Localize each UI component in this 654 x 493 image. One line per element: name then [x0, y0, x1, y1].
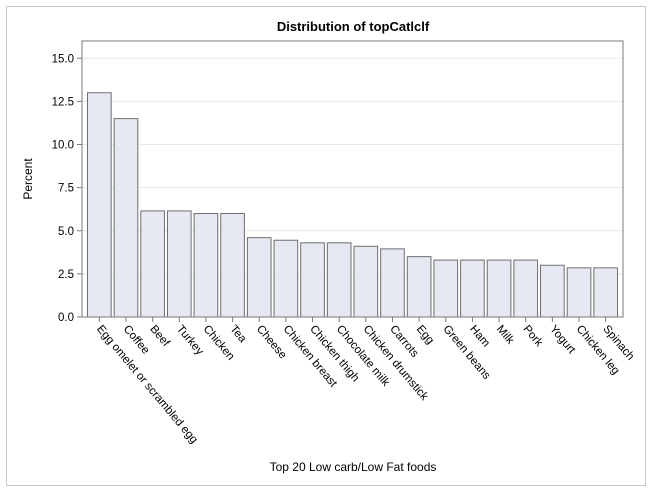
- bar: [326, 242, 352, 318]
- bar: [486, 259, 512, 318]
- x-tick-label: Egg: [414, 323, 436, 346]
- bar: [193, 213, 219, 318]
- bar: [300, 242, 325, 318]
- bar: [540, 264, 565, 318]
- x-axis-label: Top 20 Low carb/Low Fat foods: [270, 460, 437, 474]
- bar: [166, 210, 192, 318]
- y-tick-label: 2.5: [58, 269, 74, 281]
- bar: [273, 239, 299, 318]
- y-tick-label: 7.5: [58, 183, 74, 195]
- bar: [566, 267, 592, 318]
- x-tick-label: Beef: [147, 323, 172, 349]
- axes: [77, 40, 624, 322]
- bar: [246, 237, 272, 318]
- bar: [380, 248, 405, 318]
- x-tick-label: Pork: [520, 323, 545, 349]
- x-tick-label: Milk: [494, 323, 516, 347]
- x-tick-label: Yogurt: [547, 323, 578, 356]
- y-tick-label: 0.0: [58, 312, 74, 324]
- bar: [460, 259, 485, 318]
- bar: [406, 256, 432, 318]
- y-tick-labels: 0.0 2.5 5.0 7.5 10.0 12.5 15.0: [52, 53, 74, 324]
- plot-area-border: [81, 40, 624, 318]
- y-tick-label: 10.0: [52, 140, 74, 152]
- bar: [353, 245, 379, 318]
- y-tick-label: 12.5: [52, 96, 74, 108]
- chart-title: Distribution of topCatlclf: [277, 19, 430, 34]
- x-tick-label: Ham: [467, 323, 492, 349]
- bar: [220, 213, 245, 318]
- bar: [113, 118, 139, 318]
- y-tick-label: 5.0: [58, 226, 74, 238]
- bars: [87, 92, 618, 318]
- bar: [593, 267, 618, 318]
- bar: [433, 259, 459, 318]
- y-axis-label: Percent: [21, 158, 35, 200]
- chart-frame: Distribution of topCatlclf 0.0 2.5 5.0 7.5 1…: [6, 6, 646, 486]
- bar: [87, 92, 112, 318]
- bar-chart: Distribution of topCatlclf 0.0 2.5 5.0 7.5 1…: [21, 19, 636, 474]
- x-tick-label: Tea: [227, 323, 248, 345]
- bar: [513, 259, 539, 318]
- x-tick-label: Turkey: [174, 323, 206, 358]
- y-tick-label: 15.0: [52, 53, 74, 65]
- bar: [140, 210, 165, 318]
